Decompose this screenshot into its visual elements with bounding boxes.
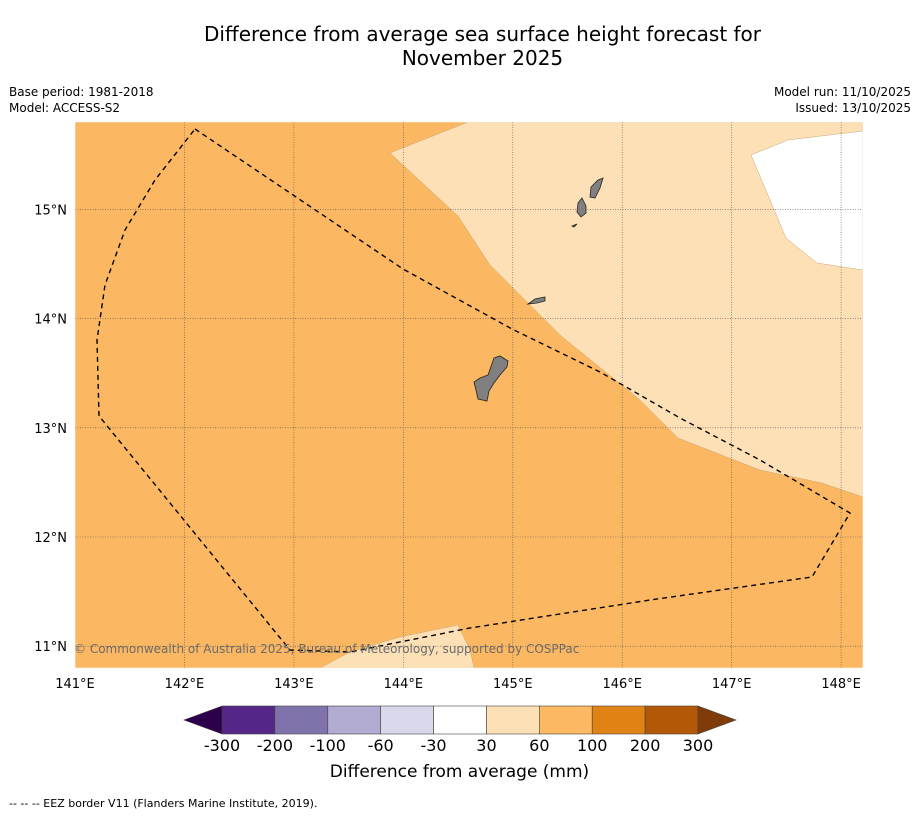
colorbar-tick-label: -200 [256,736,294,755]
copyright-notice: © Commonwealth of Australia 2025, Bureau… [74,642,580,656]
graticule [75,122,863,668]
colorbar-bin [327,705,381,735]
anomaly-30-60-region [389,122,863,498]
colorbar-bin [221,705,276,735]
colorbar-tick-label: 300 [682,736,714,755]
map-title: Difference from average sea surface heig… [40,22,919,70]
colorbar-over-arrow [697,705,737,735]
model-name: Model: ACCESS-S2 [9,101,121,115]
islands [473,177,604,402]
model-run: Model run: 11/10/2025 [773,85,911,99]
colorbar-tick-label: -300 [203,736,241,755]
colorbar-tick-label: 200 [629,736,661,755]
lon-tick-label: 142°E [165,677,205,692]
colorbar-tick-label: 60 [529,736,550,755]
lat-tick-label: 13°N [34,422,67,437]
eez-border [96,128,851,653]
lon-tick-label: 143°E [274,677,314,692]
colorbar-bin [539,705,593,735]
colorbar-tick-label: 30 [476,736,497,755]
saipan-island [589,177,604,199]
colorbar [183,705,737,735]
aguijan-island [571,223,578,228]
colorbar-under-arrow [183,705,223,735]
colorbar-bin [486,705,540,735]
colorbar-tick-label: -30 [420,736,447,755]
lon-tick-label: 146°E [602,677,642,692]
anomaly-low-region [750,130,863,271]
lon-tick-label: 145°E [493,677,533,692]
rota-island [526,296,546,305]
lon-tick-label: 147°E [712,677,752,692]
lat-tick-label: 12°N [34,531,67,546]
meta-left: Base period: 1981-2018 Model: ACCESS-S2 [9,84,154,116]
colorbar-tick-label: 100 [576,736,608,755]
anomaly-30-60-region-south [319,624,475,668]
colorbar-tick-label: -100 [309,736,346,755]
base-period: Base period: 1981-2018 [9,85,154,99]
colorbar-bin [433,705,487,735]
longitude-labels: 141°E 142°E 143°E 144°E 145°E 146°E 147°E 148°E [55,677,861,692]
title-line-2: November 2025 [401,46,564,70]
colorbar-bin [274,705,329,735]
guam-island [473,355,509,402]
latitude-labels: 11°N 12°N 13°N 14°N 15°N [34,203,67,655]
title-line-1: Difference from average sea surface heig… [203,22,762,46]
lat-tick-label: 11°N [34,640,67,655]
lon-tick-label: 144°E [384,677,424,692]
colorbar-labels: -300 -200 -100 -60 -30 30 60 100 200 300 [0,736,919,756]
issued-date: Issued: 13/10/2025 [795,101,911,115]
lat-tick-label: 15°N [34,203,67,218]
lat-tick-label: 14°N [34,313,67,328]
colorbar-bin [591,705,646,735]
meta-right: Model run: 11/10/2025 Issued: 13/10/2025 [774,84,911,116]
map-area [75,122,863,668]
lon-tick-label: 141°E [55,677,95,692]
eez-legend-note: -- -- -- EEZ border V11 (Flanders Marine… [9,797,318,810]
colorbar-bin [644,705,699,735]
colorbar-bin [380,705,434,735]
colorbar-title: Difference from average (mm) [329,762,590,782]
lon-tick-label: 148°E [821,677,861,692]
tinian-island [576,197,587,218]
colorbar-tick-label: -60 [367,736,394,755]
